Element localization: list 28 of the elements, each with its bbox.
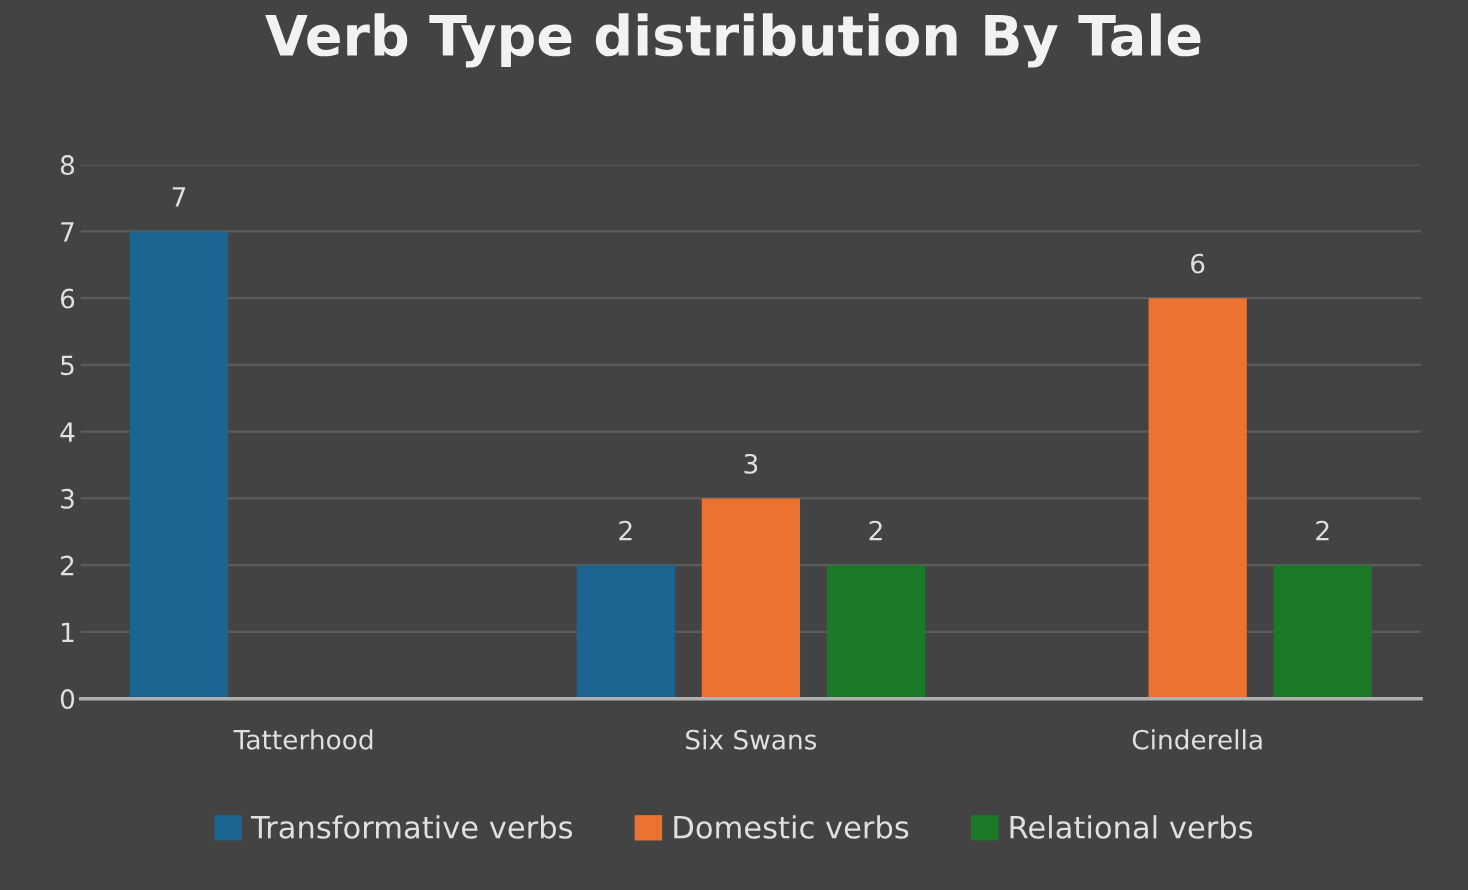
- y-tick-label: 3: [61, 488, 74, 509]
- bar: [129, 231, 229, 699]
- y-tick-label: 1: [61, 622, 74, 642]
- x-tick-label: Tatterhood: [233, 729, 373, 750]
- y-tick-label: 5: [61, 355, 74, 376]
- data-label: 2: [1316, 520, 1329, 541]
- x-tick-label: Cinderella: [1132, 729, 1262, 750]
- data-label: 2: [619, 520, 632, 541]
- bar: [701, 498, 801, 699]
- y-tick-label: 4: [60, 422, 75, 442]
- data-label: 2: [869, 520, 882, 541]
- data-label: 6: [1191, 253, 1205, 274]
- y-tick-label: 7: [61, 222, 74, 242]
- y-tick-label: 2: [61, 555, 74, 576]
- bar: [1273, 565, 1372, 699]
- x-tick-label: Six Swans: [686, 729, 817, 750]
- y-tick-label: 6: [60, 288, 75, 309]
- bar: [1148, 298, 1247, 699]
- legend-label: Domestic verbs: [674, 815, 909, 839]
- chart-title: Verb Type distribution By Tale: [265, 13, 1201, 68]
- bar: [576, 565, 675, 699]
- y-tick-label: 8: [60, 155, 75, 176]
- y-tick-label: 0: [60, 689, 75, 710]
- data-label: 7: [172, 187, 186, 207]
- data-label: 3: [744, 453, 758, 474]
- legend-label: Relational verbs: [1010, 815, 1253, 839]
- bar: [826, 565, 926, 699]
- legend-label: Transformative verbs: [250, 815, 573, 839]
